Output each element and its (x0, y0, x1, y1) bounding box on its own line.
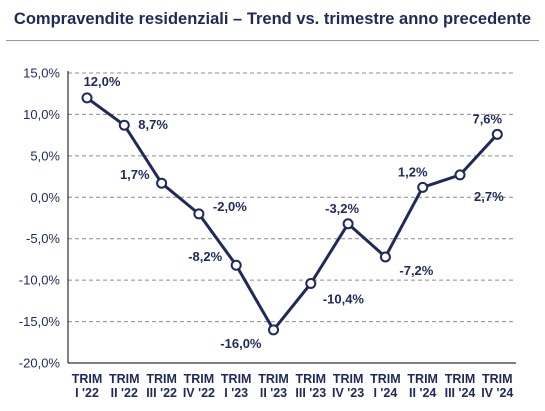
data-label: -3,2% (325, 201, 359, 216)
x-tick-label: TRIM II '23 (258, 372, 289, 400)
x-tick-label: TRIM II '22 (109, 372, 140, 400)
x-tick-label: TRIM IV '24 (481, 372, 513, 400)
data-label: -16,0% (220, 336, 262, 351)
data-point (156, 177, 168, 189)
x-tick-label: TRIM IV '22 (183, 372, 215, 400)
data-markers (81, 92, 503, 336)
data-point (268, 324, 279, 336)
data-label: 2,7% (474, 189, 504, 204)
data-labels: 12,0% 8,7% 1,7% -2,0% -8,2% -16,0% -10,4% -3,2%… (84, 74, 505, 351)
y-tick-label: -10,0% (19, 273, 61, 288)
title-divider (6, 40, 539, 41)
data-point (305, 277, 317, 289)
y-tick-label: 0,0% (30, 190, 60, 205)
chart-title: Compravendite residenziali – Trend vs. t… (13, 10, 532, 28)
data-label: 8,7% (138, 117, 168, 132)
x-tick-label: TRIM II '24 (407, 372, 438, 400)
data-label: -7,2% (399, 263, 433, 278)
x-tick-label: TRIM IV '23 (332, 372, 364, 400)
x-tick-label: TRIM I '23 (221, 372, 252, 400)
data-point (342, 218, 354, 230)
x-tick-label: TRIM I '24 (370, 372, 401, 400)
data-point (491, 128, 503, 140)
grid-lines (68, 72, 516, 323)
data-point (454, 169, 466, 181)
data-point (417, 181, 429, 193)
data-point (118, 119, 130, 131)
data-label: -10,4% (323, 291, 365, 306)
series-line (86, 96, 499, 332)
y-tick-label: 10,0% (23, 107, 60, 122)
data-label: 1,7% (120, 167, 150, 182)
y-tick-label: 5,0% (30, 148, 60, 163)
y-tick-label: 15,0% (23, 66, 60, 81)
y-tick-label: -5,0% (26, 231, 60, 246)
x-tick-label: TRIM III '24 (445, 372, 476, 400)
x-tick-label: TRIM III '23 (295, 372, 326, 400)
y-tick-label: -15,0% (19, 314, 61, 329)
y-tick-label: -20,0% (19, 356, 61, 371)
data-label: -2,0% (213, 199, 247, 214)
data-point (193, 208, 205, 220)
y-axis-tick-labels: 15,0% 10,0% 5,0% 0,0% -5,0% -10,0% -15,0% -20,0… (19, 66, 61, 371)
data-point (230, 259, 242, 271)
data-label: -8,2% (188, 249, 222, 264)
chart-axes (67, 71, 516, 364)
data-label: 1,2% (398, 164, 428, 179)
data-label: 7,6% (472, 111, 502, 126)
data-label: 12,0% (84, 74, 121, 89)
x-tick-label: TRIM I '22 (72, 372, 103, 400)
data-point (379, 251, 391, 263)
data-point (81, 92, 93, 104)
x-tick-label: TRIM III '22 (146, 372, 177, 400)
